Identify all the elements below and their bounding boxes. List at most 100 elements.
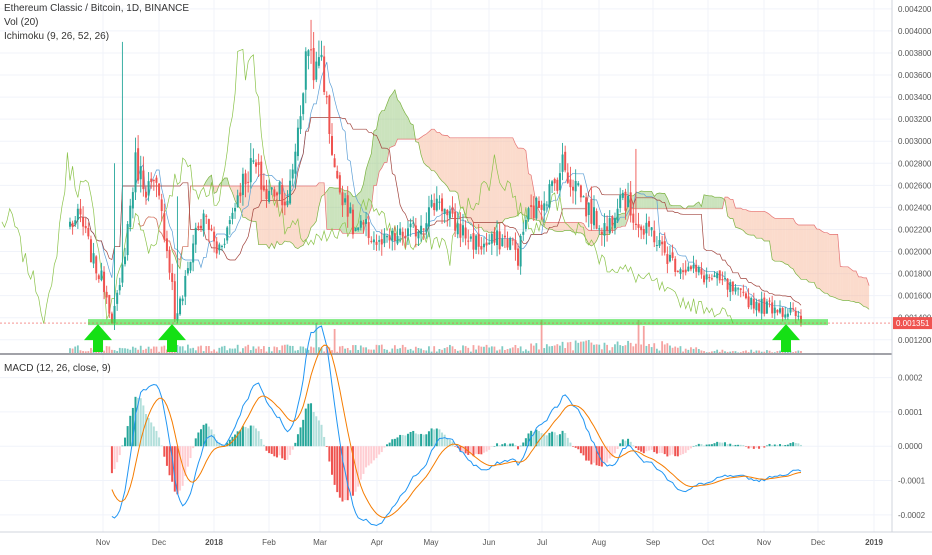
- cloud-segment: [437, 132, 440, 178]
- macd-histogram-bar: [334, 446, 336, 485]
- volume-bar: [517, 348, 519, 353]
- macd-histogram-bar: [148, 418, 150, 446]
- volume-bar: [598, 345, 600, 353]
- volume-bar: [732, 351, 734, 353]
- candle-body: [423, 229, 425, 230]
- macd-histogram-bar: [716, 442, 718, 446]
- price-tick-label: 0.003400: [898, 93, 932, 102]
- volume-bar: [664, 344, 666, 353]
- candle-body: [370, 241, 372, 242]
- macd-histogram-bar: [499, 445, 501, 446]
- macd-histogram-bar: [520, 446, 522, 447]
- symbol-title[interactable]: Ethereum Classic / Bitcoin, 1D, BINANCE: [4, 3, 189, 14]
- macd-histogram-bar: [433, 429, 435, 446]
- macd-histogram-bar: [588, 446, 590, 460]
- candle-body: [627, 196, 629, 207]
- volume-bar: [281, 345, 283, 353]
- candle-body: [496, 230, 498, 245]
- cloud-segment: [675, 206, 678, 209]
- cloud-segment: [717, 197, 720, 209]
- volume-bar: [273, 347, 275, 353]
- macd-histogram-bar: [617, 446, 619, 449]
- macd-histogram-bar: [252, 426, 254, 447]
- volume-bar: [389, 352, 391, 353]
- macd-histogram-bar: [423, 435, 425, 447]
- candle-body: [431, 200, 433, 207]
- candle-body: [748, 296, 750, 307]
- volume-bar: [292, 346, 294, 353]
- candle-body: [250, 158, 252, 182]
- candle-body: [672, 252, 674, 258]
- candle-body: [190, 262, 192, 271]
- volume-indicator-label[interactable]: Vol (20): [4, 17, 38, 28]
- candle-body: [100, 271, 102, 281]
- candle-body: [648, 221, 650, 227]
- volume-bar: [470, 352, 472, 353]
- cloud-segment: [502, 138, 505, 223]
- cloud-segment: [798, 225, 801, 279]
- volume-bar: [551, 346, 553, 353]
- volume-bar: [80, 350, 82, 353]
- macd-histogram-bar: [590, 446, 592, 464]
- candle-body: [116, 293, 118, 304]
- candle-body: [551, 181, 553, 186]
- candle-body: [103, 272, 105, 292]
- candle-body: [85, 226, 87, 228]
- macd-histogram-bar: [656, 446, 658, 453]
- volume-bar: [323, 351, 325, 353]
- candle-body: [310, 49, 312, 50]
- volume-bar: [331, 350, 333, 353]
- candle-body: [135, 152, 137, 192]
- macd-histogram-bar: [721, 443, 723, 447]
- candle-body: [365, 219, 367, 224]
- volume-bar: [520, 346, 522, 353]
- candle-body: [632, 214, 634, 223]
- volume-bar: [399, 348, 401, 353]
- macd-indicator-label[interactable]: MACD (12, 26, close, 9): [4, 363, 111, 374]
- macd-histogram-bar: [580, 446, 582, 453]
- candle-body: [457, 223, 459, 234]
- candle-body: [664, 241, 666, 252]
- candle-body: [82, 217, 84, 226]
- volume-bar: [446, 347, 448, 353]
- volume-bar: [462, 345, 464, 353]
- macd-histogram-bar: [674, 446, 676, 456]
- macd-histogram-bar: [695, 445, 697, 446]
- ichimoku-indicator-label[interactable]: Ichimoku (9, 26, 52, 26): [4, 31, 109, 42]
- cloud-segment: [728, 197, 731, 218]
- last-price-label: 0.001351: [896, 319, 930, 328]
- candle-body: [640, 226, 642, 230]
- cloud-segment: [840, 266, 843, 300]
- candle-body: [624, 192, 626, 211]
- cloud-segment: [811, 225, 814, 282]
- candle-body: [462, 225, 464, 235]
- macd-histogram-bar: [328, 446, 330, 461]
- macd-histogram-bar: [273, 446, 275, 456]
- volume-bar: [611, 347, 613, 353]
- candle-body: [169, 250, 171, 273]
- macd-histogram-bar: [651, 446, 653, 450]
- macd-histogram-bar: [420, 434, 422, 446]
- cloud-segment: [426, 132, 429, 167]
- time-tick-label: Apr: [371, 538, 384, 547]
- volume-bar: [404, 347, 406, 353]
- candle-body: [585, 197, 587, 216]
- volume-bar: [441, 350, 443, 353]
- candle-body: [795, 311, 797, 316]
- macd-histogram-bar: [323, 437, 325, 446]
- volume-bar: [604, 343, 606, 353]
- macd-histogram-bar: [792, 442, 794, 446]
- volume-bar: [580, 342, 582, 353]
- volume-bar: [593, 345, 595, 353]
- price-tick-label: 0.003200: [898, 115, 932, 124]
- cloud-segment: [327, 188, 330, 230]
- volume-bar: [677, 348, 679, 353]
- candle-body: [577, 183, 579, 185]
- volume-bar: [457, 351, 459, 353]
- volume-bar: [509, 348, 511, 353]
- volume-bar: [779, 351, 781, 353]
- macd-histogram-bar: [501, 444, 503, 446]
- cloud-segment: [793, 218, 796, 273]
